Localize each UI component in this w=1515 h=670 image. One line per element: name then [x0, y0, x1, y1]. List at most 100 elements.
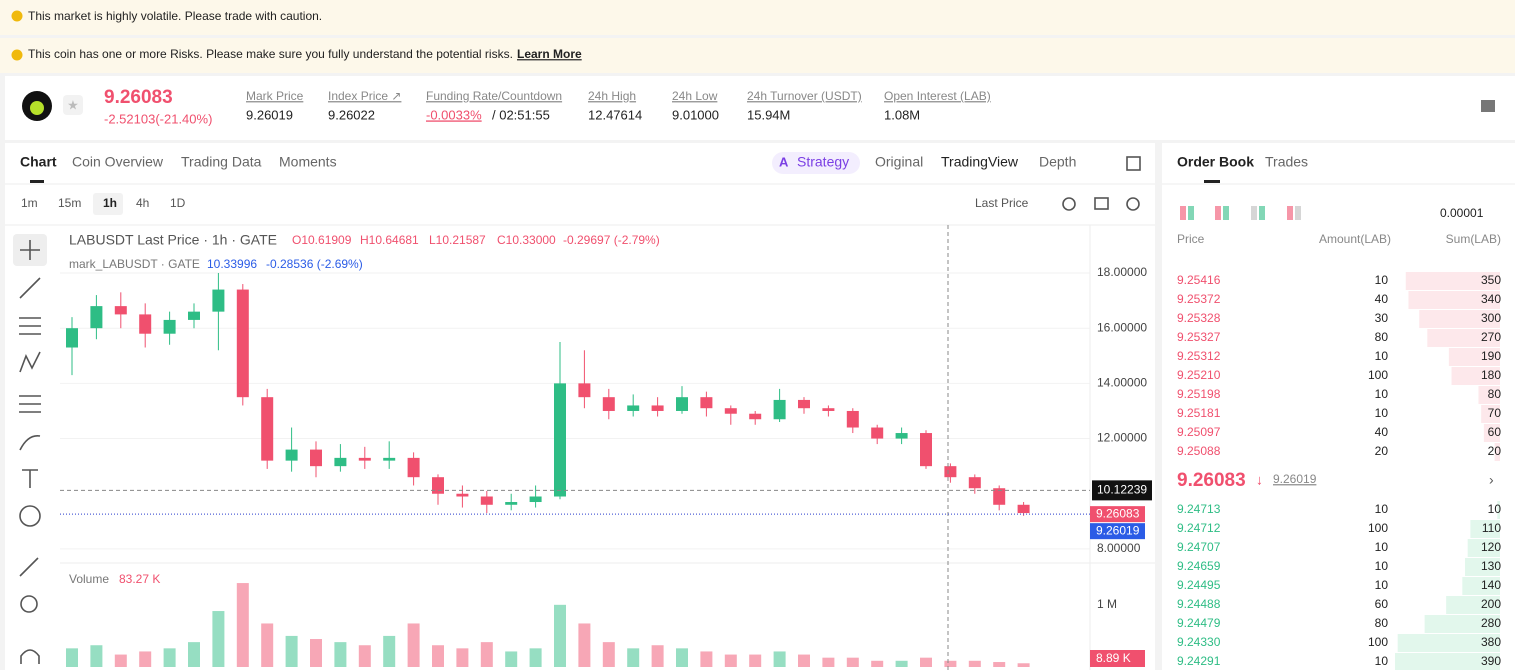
volume-label-bg — [1090, 650, 1145, 667]
strategy-pill[interactable] — [772, 152, 860, 174]
book-sum: 300 — [1481, 311, 1501, 325]
book-amount: 100 — [1368, 635, 1388, 649]
volume-bar — [651, 645, 664, 667]
magnet-tool[interactable] — [20, 649, 40, 664]
book-amount: 10 — [1375, 559, 1389, 573]
depth-bar — [1397, 634, 1500, 652]
candle-body — [407, 457, 420, 478]
volume-bar — [212, 611, 225, 667]
chart-tab[interactable]: Moments — [279, 154, 337, 170]
volume-bar — [139, 651, 152, 667]
view-tab[interactable]: Original — [875, 154, 923, 170]
interval-button[interactable]: 1m — [21, 196, 38, 210]
volume-bar — [1017, 663, 1030, 667]
emoji-tool[interactable] — [19, 505, 41, 527]
book-sum: 130 — [1481, 559, 1501, 573]
view-tab[interactable]: Strategy — [797, 154, 849, 170]
orderbook-panel — [1162, 143, 1515, 670]
volume-bar — [285, 635, 298, 667]
notes-icon[interactable] — [1481, 100, 1495, 112]
book-price: 9.24707 — [1177, 540, 1221, 554]
volume-bar — [188, 642, 200, 667]
brush-tool[interactable] — [19, 434, 41, 451]
volume-bar — [822, 657, 835, 667]
stat-value: 1.08M — [884, 107, 920, 122]
toolbar — [13, 156, 1141, 664]
depth-bar — [1462, 577, 1500, 595]
volume-bar — [846, 657, 859, 667]
book-layout-button[interactable] — [1295, 206, 1301, 220]
book-sum: 60 — [1488, 425, 1502, 439]
fib-tool[interactable] — [19, 395, 41, 413]
mark-change: -0.28536 (-2.69%) — [266, 257, 363, 271]
crosshair-tool[interactable] — [20, 240, 40, 260]
volume-bar — [676, 648, 688, 667]
book-amount: 10 — [1375, 349, 1389, 363]
ruler-tool[interactable] — [19, 557, 39, 577]
book-tab[interactable]: Order Book — [1177, 154, 1254, 170]
depth-bar — [1470, 520, 1500, 538]
book-amount: 10 — [1375, 406, 1389, 420]
interval-button[interactable]: 1h — [103, 196, 117, 210]
channel-tool[interactable] — [19, 317, 41, 335]
candle-body — [749, 413, 762, 420]
book-amount: 40 — [1375, 292, 1389, 306]
line-tool[interactable] — [19, 277, 41, 299]
candle-body — [163, 319, 176, 334]
book-layout-button[interactable] — [1287, 206, 1293, 220]
interval-button[interactable]: 15m — [58, 196, 81, 210]
book-layout-button[interactable] — [1188, 206, 1194, 220]
volume-bar — [554, 604, 566, 667]
chart-tab[interactable]: Chart — [20, 154, 57, 170]
book-amount: 80 — [1375, 330, 1389, 344]
view-tab[interactable]: Depth — [1039, 154, 1076, 170]
candle-body — [602, 397, 615, 411]
price-source-select[interactable]: Last Price — [975, 196, 1029, 210]
book-sum: 190 — [1481, 349, 1501, 363]
book-tab[interactable]: Trades — [1265, 154, 1308, 170]
price-label: 9.26083 — [1096, 506, 1140, 520]
book-price: 9.25328 — [1177, 311, 1221, 325]
candle-body — [700, 397, 713, 409]
settings-icon[interactable] — [1126, 197, 1140, 211]
chart-tab[interactable]: Coin Overview — [72, 154, 164, 170]
favorite-button[interactable] — [63, 95, 83, 115]
chart-tab[interactable]: Trading Data — [181, 154, 262, 170]
precision-select[interactable]: 0.00001 — [1440, 206, 1484, 220]
interval-button[interactable]: 1D — [170, 196, 186, 210]
book-layout-button[interactable] — [1180, 206, 1186, 220]
book-sum: 380 — [1481, 635, 1501, 649]
last-price: 9.26083 — [104, 87, 173, 108]
y2-tick-label: 1 M — [1097, 597, 1117, 611]
mark-legend: mark_LABUSDT · GATE — [69, 257, 200, 271]
interval-button[interactable]: 4h — [136, 196, 149, 210]
volume-bar — [993, 662, 1006, 667]
volume-bar — [920, 657, 932, 667]
book-layout-button[interactable] — [1259, 206, 1265, 220]
book-sum: 390 — [1481, 654, 1501, 668]
candle-body — [383, 457, 396, 461]
book-layout-button[interactable] — [1251, 206, 1257, 220]
depth-bar — [1478, 386, 1500, 404]
volume-bar — [114, 654, 127, 667]
search-icon[interactable] — [1062, 197, 1076, 211]
book-layout-button[interactable] — [1215, 206, 1221, 220]
pattern-tool[interactable] — [19, 351, 41, 373]
stat-label: Open Interest (LAB) — [884, 89, 991, 103]
candle-body — [944, 466, 957, 478]
book-layout-button[interactable] — [1223, 206, 1229, 220]
y-tick-label: 8.00000 — [1097, 541, 1141, 555]
book-header: Price — [1177, 232, 1205, 246]
text-tool[interactable] — [22, 469, 38, 488]
camera-icon[interactable] — [1094, 197, 1109, 210]
y-tick-label: 14.00000 — [1097, 376, 1147, 390]
window-icon[interactable] — [1126, 156, 1141, 171]
book-mark-price: 9.26019 — [1273, 472, 1317, 486]
volume-bar — [90, 645, 103, 667]
candle-body — [920, 433, 932, 467]
zoom-tool[interactable] — [20, 595, 38, 613]
learn-more-link[interactable]: Learn More — [517, 47, 582, 61]
view-tab[interactable]: TradingView — [941, 154, 1019, 170]
book-sum: 80 — [1488, 387, 1502, 401]
expand-arrow[interactable]: › — [1489, 472, 1494, 488]
